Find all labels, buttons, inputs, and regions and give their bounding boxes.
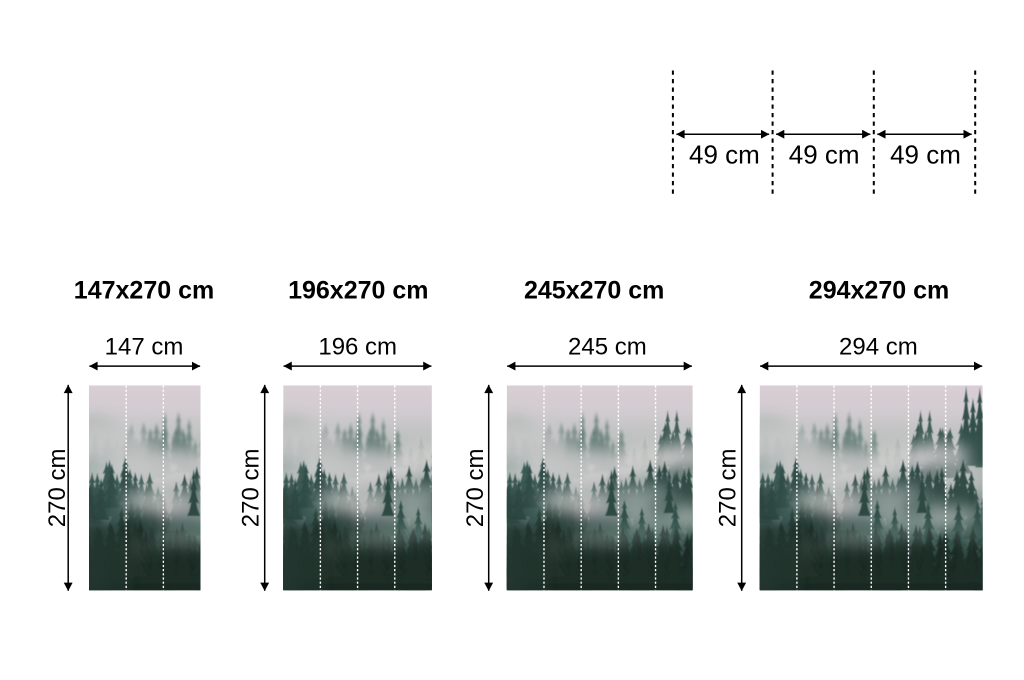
svg-text:245 cm: 245 cm [568, 333, 647, 360]
svg-text:49 cm: 49 cm [890, 140, 961, 170]
svg-text:196x270 cm: 196x270 cm [288, 277, 428, 305]
svg-text:196 cm: 196 cm [318, 333, 397, 360]
svg-text:49 cm: 49 cm [789, 140, 860, 170]
svg-text:147 cm: 147 cm [105, 333, 184, 360]
svg-text:49 cm: 49 cm [689, 140, 760, 170]
svg-text:147x270 cm: 147x270 cm [74, 277, 214, 305]
svg-text:245x270 cm: 245x270 cm [524, 277, 664, 305]
svg-text:270 cm: 270 cm [462, 449, 489, 528]
svg-text:294x270 cm: 294x270 cm [809, 277, 949, 305]
svg-text:270 cm: 270 cm [44, 449, 71, 528]
svg-text:270 cm: 270 cm [237, 449, 264, 528]
svg-text:270 cm: 270 cm [715, 449, 742, 528]
svg-text:294 cm: 294 cm [839, 333, 918, 360]
